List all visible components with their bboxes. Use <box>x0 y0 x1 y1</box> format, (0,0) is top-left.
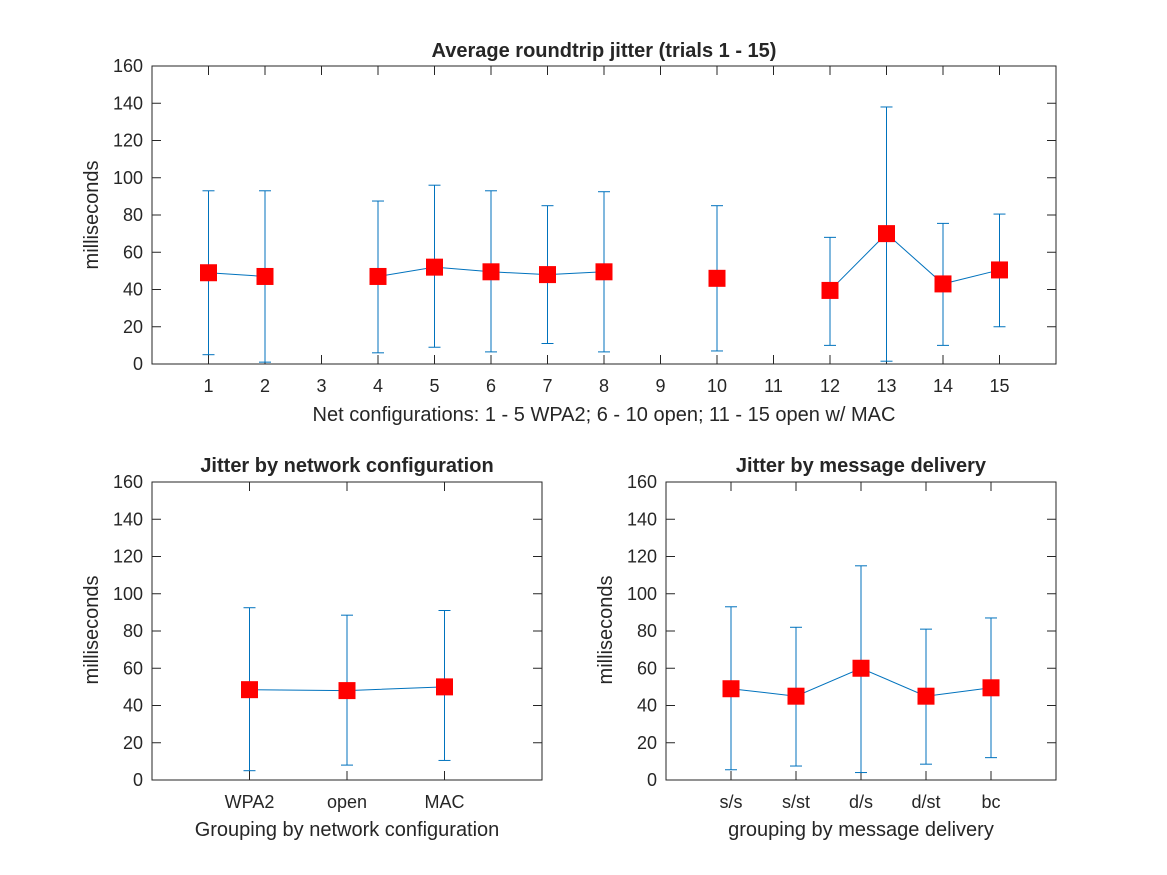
data-point <box>436 678 453 696</box>
data-point <box>241 681 258 699</box>
y-tick-label: 40 <box>123 696 143 716</box>
y-tick-label: 160 <box>113 56 143 76</box>
x-tick-label: d/st <box>911 792 940 812</box>
x-tick-label: 6 <box>486 376 496 396</box>
data-point <box>539 266 556 284</box>
data-point <box>708 269 726 287</box>
chart-delivery: Jitter by message delivery grouping by m… <box>595 455 1057 841</box>
x-tick-label: bc <box>981 792 1000 812</box>
y-tick-label: 0 <box>647 770 657 790</box>
data-point <box>878 225 895 243</box>
y-tick-label: 120 <box>627 547 657 567</box>
x-tick-label: 2 <box>260 376 270 396</box>
data-point <box>482 263 500 281</box>
data-point <box>595 263 613 281</box>
data-point <box>934 275 952 293</box>
y-tick-label: 0 <box>133 770 143 790</box>
chart-delivery-xlabel: grouping by message delivery <box>728 819 994 841</box>
y-tick-label: 0 <box>133 354 143 374</box>
data-point <box>722 680 740 698</box>
x-tick-label: 8 <box>599 376 609 396</box>
chart-top-title: Average roundtrip jitter (trials 1 - 15) <box>432 40 777 62</box>
y-tick-label: 60 <box>637 658 657 678</box>
x-tick-label: s/st <box>782 792 810 812</box>
y-tick-label: 100 <box>113 584 143 604</box>
chart-top-xlabel: Net configurations: 1 - 5 WPA2; 6 - 10 o… <box>313 404 896 426</box>
y-tick-label: 80 <box>637 621 657 641</box>
y-tick-label: 140 <box>113 509 143 529</box>
x-tick-label: 5 <box>429 376 439 396</box>
y-tick-label: 120 <box>113 547 143 567</box>
chart-network-plot: 0 20 40 60 80 100 120 140 160 WPA2 open MAC <box>113 472 543 812</box>
y-tick-label: 40 <box>123 280 143 300</box>
data-point <box>369 267 387 285</box>
y-tick-label: 80 <box>123 621 143 641</box>
x-tick-label: s/s <box>719 792 742 812</box>
x-tick-label: d/s <box>849 792 873 812</box>
y-tick-label: 140 <box>627 509 657 529</box>
y-tick-label: 120 <box>113 131 143 151</box>
data-point <box>821 281 839 299</box>
series-line <box>208 272 266 277</box>
chart-delivery-plot: 0 20 40 60 80 100 120 140 160 s/s s/st d/s d/st bc <box>627 472 1057 812</box>
x-tick-label: 9 <box>655 376 665 396</box>
y-tick-label: 100 <box>113 168 143 188</box>
data-point <box>991 261 1008 279</box>
x-tick-label: 15 <box>989 376 1009 396</box>
x-tick-label: open <box>327 792 367 812</box>
x-tick-label: 4 <box>373 376 383 396</box>
chart-top-ylabel: milliseconds <box>81 161 103 270</box>
y-tick-label: 100 <box>627 584 657 604</box>
data-point <box>338 682 356 700</box>
y-tick-label: 160 <box>113 472 143 492</box>
y-tick-label: 60 <box>123 242 143 262</box>
x-tick-label: 10 <box>707 376 727 396</box>
y-tick-label: 80 <box>123 205 143 225</box>
chart-network-title: Jitter by network configuration <box>200 455 493 477</box>
x-tick-label: 1 <box>203 376 213 396</box>
y-tick-label: 40 <box>637 696 657 716</box>
x-tick-label: 12 <box>820 376 840 396</box>
data-point <box>200 264 217 282</box>
chart-network: Jitter by network configuration Grouping… <box>81 455 543 841</box>
y-tick-label: 140 <box>113 93 143 113</box>
x-tick-label: 14 <box>933 376 953 396</box>
chart-network-xlabel: Grouping by network configuration <box>195 819 500 841</box>
chart-delivery-ylabel: milliseconds <box>595 576 617 685</box>
data-point <box>426 258 443 276</box>
chart-top: Average roundtrip jitter (trials 1 - 15)… <box>81 40 1057 426</box>
series-line <box>829 232 1000 291</box>
x-tick-label: WPA2 <box>225 792 275 812</box>
x-tick-label: 3 <box>316 376 326 396</box>
y-tick-label: 160 <box>627 472 657 492</box>
data-point <box>787 687 805 705</box>
y-tick-label: 60 <box>123 658 143 678</box>
data-point <box>917 687 935 705</box>
y-tick-label: 20 <box>123 317 143 337</box>
x-tick-label: 13 <box>876 376 896 396</box>
x-tick-label: 11 <box>764 376 783 396</box>
data-point <box>852 659 870 677</box>
x-tick-label: MAC <box>425 792 465 812</box>
y-tick-label: 20 <box>123 733 143 753</box>
data-point <box>256 267 274 285</box>
y-tick-label: 20 <box>637 733 657 753</box>
x-tick-label: 7 <box>542 376 552 396</box>
chart-network-ylabel: milliseconds <box>81 576 103 685</box>
chart-delivery-title: Jitter by message delivery <box>736 455 987 477</box>
data-point <box>982 679 1000 697</box>
